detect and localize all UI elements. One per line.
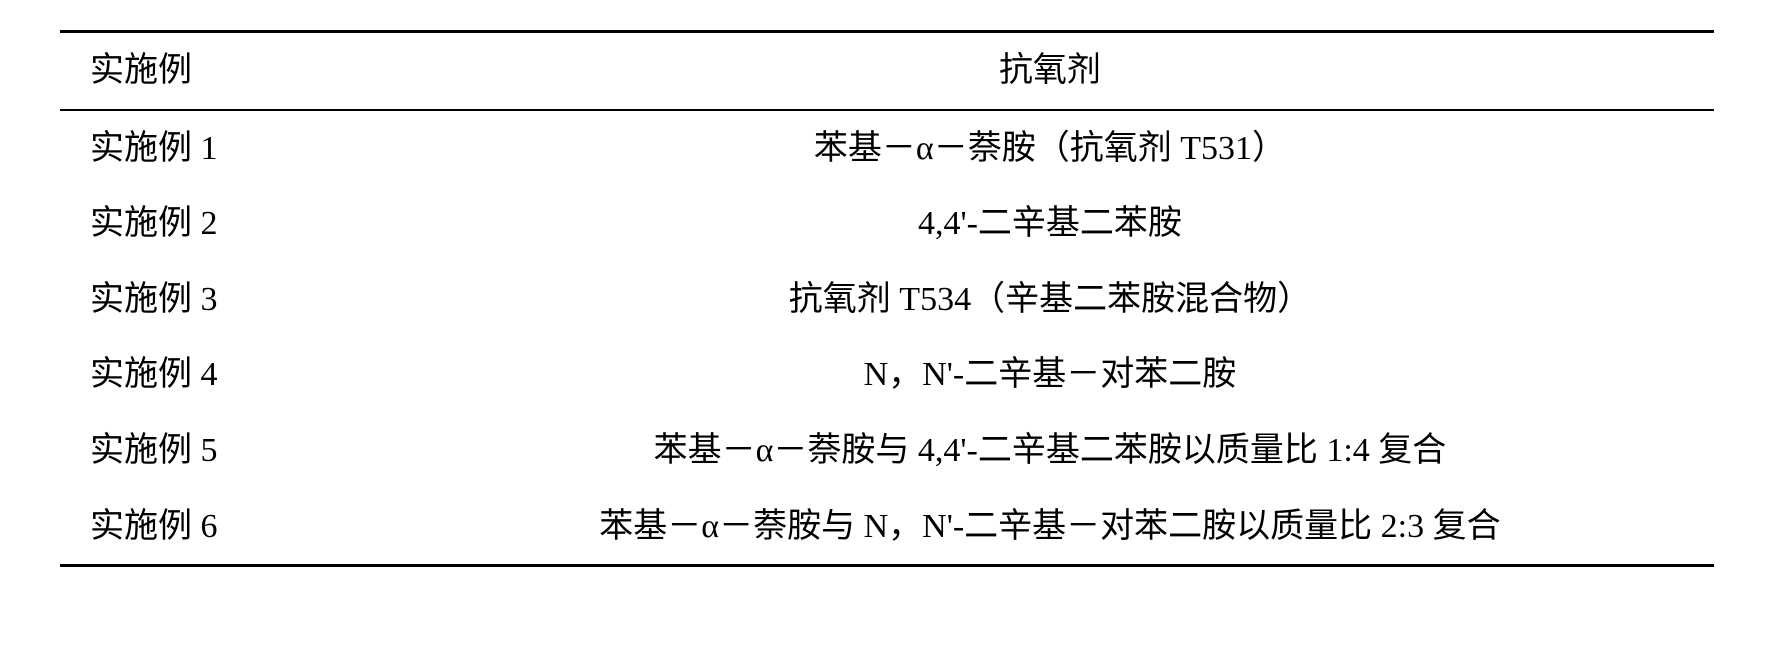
table-row: 实施例 4 N，N'-二辛基－对苯二胺	[60, 337, 1714, 413]
cell-antioxidant: 4,4'-二辛基二苯胺	[386, 186, 1714, 262]
table-row: 实施例 5 苯基－α－萘胺与 4,4'-二辛基二苯胺以质量比 1:4 复合	[60, 413, 1714, 489]
cell-example: 实施例 6	[60, 489, 386, 566]
table-header-row: 实施例 抗氧剂	[60, 32, 1714, 110]
cell-antioxidant: 苯基－α－萘胺与 4,4'-二辛基二苯胺以质量比 1:4 复合	[386, 413, 1714, 489]
cell-antioxidant: N，N'-二辛基－对苯二胺	[386, 337, 1714, 413]
cell-example: 实施例 1	[60, 110, 386, 187]
table-row: 实施例 1 苯基－α－萘胺（抗氧剂 T531）	[60, 110, 1714, 187]
table-row: 实施例 3 抗氧剂 T534（辛基二苯胺混合物）	[60, 262, 1714, 338]
column-header-antioxidant: 抗氧剂	[386, 32, 1714, 110]
cell-antioxidant: 抗氧剂 T534（辛基二苯胺混合物）	[386, 262, 1714, 338]
cell-example: 实施例 3	[60, 262, 386, 338]
table-row: 实施例 2 4,4'-二辛基二苯胺	[60, 186, 1714, 262]
cell-example: 实施例 2	[60, 186, 386, 262]
cell-antioxidant: 苯基－α－萘胺（抗氧剂 T531）	[386, 110, 1714, 187]
cell-antioxidant: 苯基－α－萘胺与 N，N'-二辛基－对苯二胺以质量比 2:3 复合	[386, 489, 1714, 566]
antioxidant-table: 实施例 抗氧剂 实施例 1 苯基－α－萘胺（抗氧剂 T531） 实施例 2 4,…	[60, 30, 1714, 567]
cell-example: 实施例 5	[60, 413, 386, 489]
cell-example: 实施例 4	[60, 337, 386, 413]
column-header-example: 实施例	[60, 32, 386, 110]
table-row: 实施例 6 苯基－α－萘胺与 N，N'-二辛基－对苯二胺以质量比 2:3 复合	[60, 489, 1714, 566]
